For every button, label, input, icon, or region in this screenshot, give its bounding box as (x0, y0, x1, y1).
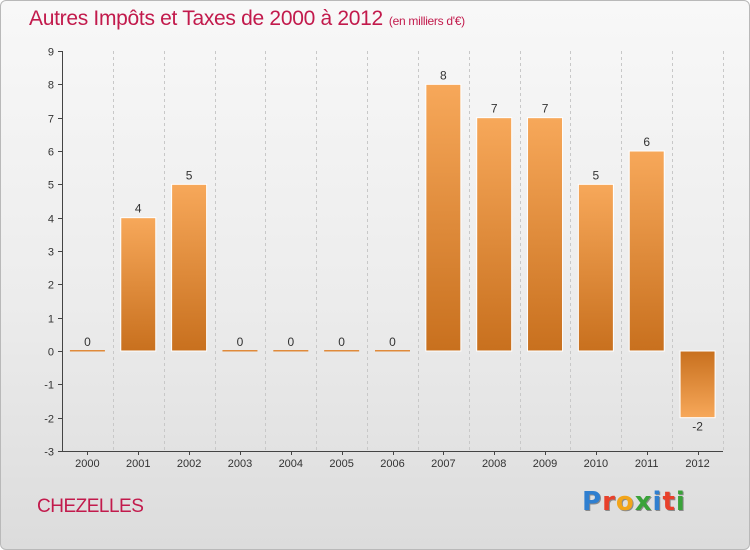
y-tick-label: 0 (48, 347, 54, 359)
x-tick-label: 2003 (228, 458, 252, 470)
bar-value-label: 0 (237, 335, 244, 349)
bar (679, 350, 716, 419)
bar-value-label: 8 (440, 68, 447, 82)
bar (527, 117, 564, 352)
y-tick-label: 1 (48, 314, 54, 326)
chart-title: Autres Impôts et Taxes de 2000 à 2012 (en… (29, 7, 465, 31)
x-tick-label: 2008 (482, 458, 506, 470)
logo-letter: i (675, 487, 686, 517)
bar (171, 183, 208, 352)
y-tick-label: 8 (48, 80, 54, 92)
y-tick-label: -3 (44, 447, 54, 459)
logo-letter: t (662, 487, 676, 517)
bar (120, 217, 157, 352)
y-tick-label: 7 (48, 114, 54, 126)
x-tick-label: 2012 (685, 458, 709, 470)
bar (425, 83, 462, 352)
bar-value-label: 5 (186, 168, 193, 182)
logo-letter: o (615, 487, 635, 517)
bar (476, 117, 513, 352)
bar-value-label: 7 (491, 102, 498, 116)
x-tick-label: 2011 (635, 458, 659, 470)
place-name: CHEZELLES (37, 496, 144, 517)
bar-value-label: 4 (135, 202, 142, 216)
bar (324, 350, 360, 352)
bar-value-label: 5 (593, 168, 600, 182)
x-tick-label: 2000 (75, 458, 99, 470)
y-tick-label: 4 (48, 214, 54, 226)
chart-title-text: Autres Impôts et Taxes de 2000 à 2012 (29, 7, 383, 30)
logo-letter: P (582, 487, 603, 517)
x-tick-label: 2002 (177, 458, 201, 470)
logo-letter: i (652, 487, 663, 517)
x-tick-label: 2004 (279, 458, 303, 470)
y-tick-label: 9 (48, 47, 54, 59)
bar (69, 350, 105, 352)
bar (628, 150, 665, 352)
x-tick-label: 2005 (329, 458, 353, 470)
y-tick-label: 6 (48, 147, 54, 159)
bar (273, 350, 309, 352)
y-tick-label: 5 (48, 180, 54, 192)
logo-letter: x (634, 487, 653, 517)
logo-letter: r (602, 487, 616, 517)
chart-unit-label: (en milliers d'€) (388, 14, 465, 28)
x-tick-label: 2009 (533, 458, 557, 470)
x-tick-label: 2006 (380, 458, 404, 470)
bar-value-label: 7 (542, 102, 549, 116)
x-tick-label: 2001 (126, 458, 150, 470)
x-tick-label: 2007 (431, 458, 455, 470)
proxiti-logo[interactable]: Proxiti (582, 487, 686, 517)
bar-value-label: -2 (692, 420, 703, 434)
bar (577, 183, 614, 352)
bar (375, 350, 410, 352)
x-tick-label: 2010 (584, 458, 608, 470)
bar-value-label: 0 (287, 335, 294, 349)
bar-value-label: 6 (643, 135, 650, 149)
bar-value-label: 0 (84, 335, 91, 349)
y-tick-label: -1 (44, 380, 54, 392)
bar-value-label: 0 (389, 335, 396, 349)
bar (222, 350, 258, 352)
y-tick-label: 3 (48, 247, 54, 259)
y-tick-label: -2 (44, 414, 54, 426)
bar-value-label: 0 (338, 335, 345, 349)
y-tick-label: 2 (48, 280, 54, 292)
